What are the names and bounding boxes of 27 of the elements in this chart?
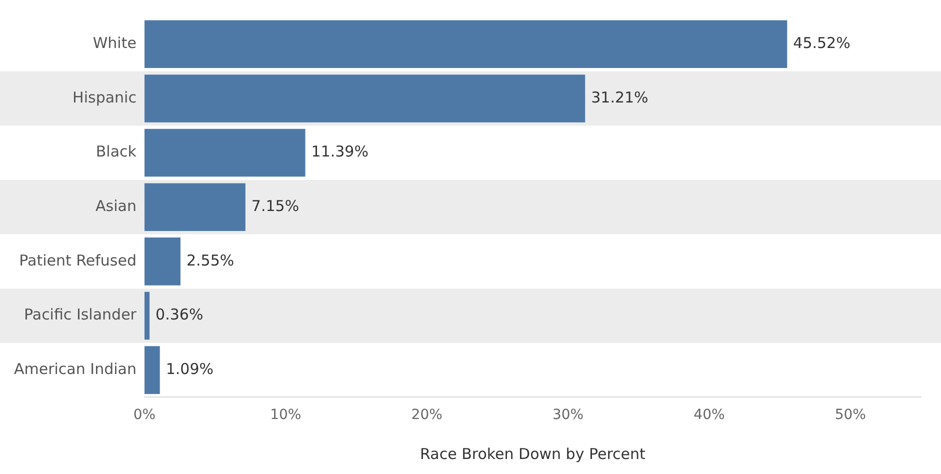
bar [144,346,160,394]
data-label: 2.55% [186,251,234,270]
data-label: 31.21% [591,88,648,106]
x-tick-label: 30% [552,407,584,424]
x-tick-label: 50% [834,407,866,424]
bar [144,20,788,68]
x-tick-label: 40% [694,407,725,424]
data-label: 0.36% [156,306,204,324]
bar [144,238,180,286]
y-tick-label: Hispanic [72,88,136,106]
y-tick-label: American Indian [14,360,136,378]
data-label: 1.09% [166,360,214,378]
y-tick-label: Patient Refused [19,251,136,270]
y-tick-label: Pacific Islander [24,306,138,324]
y-tick-label: Black [96,142,137,161]
bar [144,292,150,340]
y-tick-label: Asian [96,196,136,215]
data-label: 45.52% [793,34,850,52]
y-tick-label: White [92,34,136,52]
x-axis-title: Race Broken Down by Percent [420,444,646,463]
bar [144,183,246,231]
bar [144,128,306,177]
data-label: 11.39% [311,142,368,161]
x-tick-label: 20% [411,407,442,424]
x-tick-label: 0% [133,407,156,424]
x-tick-label: 10% [270,407,302,424]
data-label: 7.15% [251,196,300,215]
